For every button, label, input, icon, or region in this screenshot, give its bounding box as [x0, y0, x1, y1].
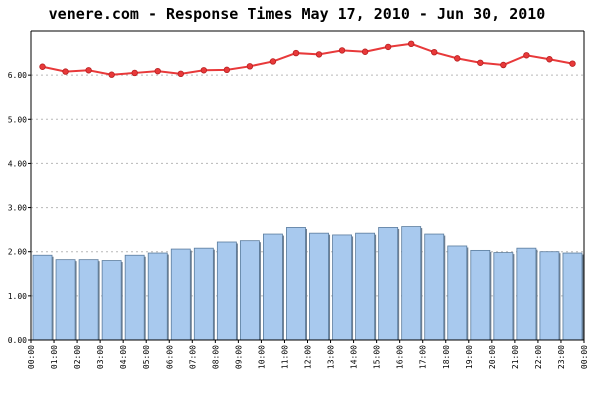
- x-tick-label: 13:00: [327, 345, 336, 369]
- x-tick-label: 01:00: [50, 345, 59, 369]
- y-axis-ticks: 0.00 1.00 2.00 3.00 4.00 5.00 6.00: [8, 71, 27, 345]
- line-point: [154, 67, 161, 75]
- x-tick-label: 03:00: [96, 345, 105, 369]
- line-point: [246, 63, 254, 70]
- line-point: [454, 55, 461, 62]
- x-tick-label: 05:00: [142, 345, 151, 369]
- line-point: [569, 60, 576, 67]
- bar: [170, 248, 191, 341]
- line-point: [62, 68, 69, 75]
- line-point: [338, 47, 346, 54]
- x-tick-label: 17:00: [419, 345, 428, 369]
- x-tick-label: 21:00: [511, 345, 520, 369]
- line-path: [42, 42, 573, 76]
- bar: [193, 247, 214, 341]
- line-point: [315, 51, 323, 58]
- x-tick-label: 16:00: [396, 345, 405, 369]
- x-tick-label: 18:00: [442, 345, 451, 369]
- bar: [78, 259, 99, 341]
- bar: [562, 252, 583, 341]
- x-tick-label: 07:00: [188, 345, 197, 369]
- line-point: [269, 58, 277, 65]
- x-tick-label: 10:00: [257, 345, 266, 369]
- bar: [378, 227, 399, 341]
- bar: [539, 251, 560, 341]
- x-tick-label: 11:00: [280, 345, 289, 369]
- bar: [401, 226, 422, 341]
- line-point: [200, 67, 208, 74]
- x-tick-label: 14:00: [350, 345, 359, 369]
- x-tick-label: 12:00: [304, 345, 313, 369]
- bar: [286, 227, 306, 341]
- x-tick-label: 19:00: [465, 345, 474, 369]
- bar: [493, 252, 514, 341]
- line-series: [39, 40, 576, 78]
- bar: [263, 233, 283, 341]
- line-point: [292, 49, 300, 57]
- bar: [332, 234, 352, 341]
- chart-title: venere.com - Response Times May 17, 2010…: [49, 5, 546, 23]
- line-point: [431, 48, 438, 56]
- bar: [239, 240, 260, 341]
- line-point: [384, 43, 392, 51]
- x-axis-ticks: 00:00 01:00 02:00 03:00 04:00 05:00 06:00 07:00…: [27, 345, 589, 369]
- bar: [124, 254, 145, 341]
- y-tick-label: 5.00: [8, 115, 27, 124]
- y-tick-label: 6.00: [8, 71, 27, 80]
- bar: [101, 260, 122, 341]
- line-point: [223, 66, 231, 74]
- line-point: [39, 63, 46, 70]
- x-tick-label: 00:00: [27, 345, 36, 369]
- chart-axes: [28, 30, 585, 343]
- line-point: [500, 61, 507, 69]
- line-point: [131, 69, 138, 77]
- y-tick-label: 1.00: [8, 292, 27, 301]
- bar: [470, 249, 491, 341]
- line-point: [85, 67, 92, 74]
- line-point: [546, 56, 553, 63]
- line-point: [477, 59, 484, 66]
- x-tick-label: 08:00: [211, 345, 220, 369]
- x-tick-label: 23:00: [557, 345, 566, 369]
- line-point: [407, 40, 415, 48]
- bar: [355, 232, 376, 341]
- bar: [309, 232, 329, 341]
- x-tick-label: 22:00: [534, 345, 543, 369]
- x-tick-label: 00:00: [580, 345, 589, 369]
- x-tick-label: 15:00: [373, 345, 382, 369]
- chart-grid: [31, 74, 584, 297]
- y-tick-label: 4.00: [8, 159, 27, 168]
- y-tick-label: 3.00: [8, 204, 27, 213]
- x-tick-label: 06:00: [165, 345, 174, 369]
- x-tick-label: 04:00: [119, 345, 128, 369]
- bar-series: [32, 226, 584, 341]
- y-tick-label: 0.00: [8, 336, 27, 345]
- line-point: [177, 70, 184, 78]
- line-point: [361, 48, 369, 55]
- bar: [424, 233, 445, 341]
- bar: [55, 259, 76, 341]
- x-tick-label: 02:00: [73, 345, 82, 369]
- bar: [216, 241, 237, 341]
- x-tick-label: 20:00: [488, 345, 497, 369]
- bar: [516, 247, 537, 341]
- line-point: [108, 71, 115, 78]
- bar: [147, 252, 168, 341]
- x-tick-label: 09:00: [234, 345, 243, 369]
- line-point: [523, 52, 530, 59]
- bar: [32, 254, 53, 341]
- bar: [447, 245, 468, 341]
- y-tick-label: 2.00: [8, 248, 27, 257]
